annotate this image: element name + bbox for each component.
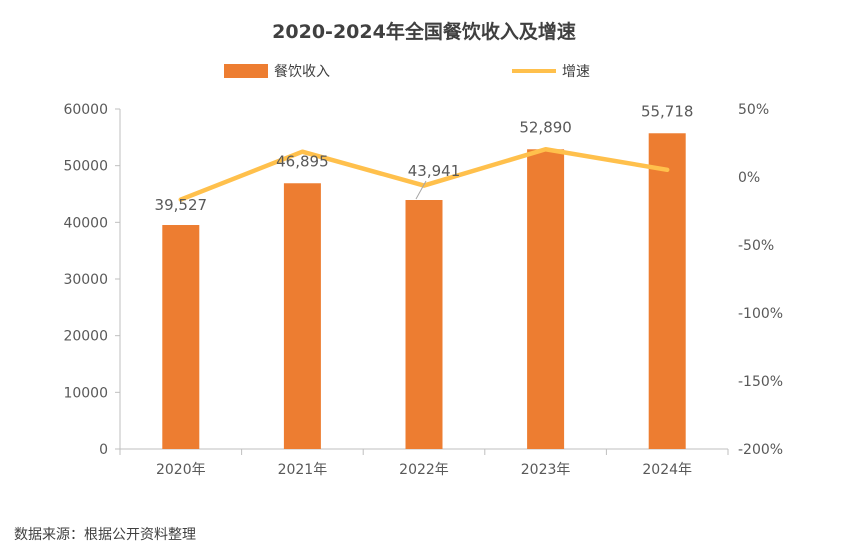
bar-data-labels: 39,527 46,895 43,941 52,890 55,718 bbox=[155, 102, 694, 214]
bar-data-label: 46,895 bbox=[276, 152, 329, 170]
legend-line-label: 增速 bbox=[562, 64, 590, 80]
chart-title: 2020-2024年全国餐饮收入及增速 bbox=[272, 20, 576, 43]
right-tick-label: -100% bbox=[738, 306, 783, 322]
x-tick-label: 2023年 bbox=[521, 462, 571, 478]
left-tick-label: 40000 bbox=[63, 215, 108, 231]
source-note: 数据来源：根据公开资料整理 bbox=[14, 527, 196, 543]
growth-point bbox=[179, 198, 183, 202]
bar bbox=[527, 149, 565, 450]
x-tick-label: 2021年 bbox=[278, 462, 328, 478]
leader-line bbox=[415, 180, 427, 200]
legend-bar-swatch bbox=[224, 64, 268, 78]
bar-data-label: 52,890 bbox=[519, 118, 572, 136]
x-tick-label: 2020年 bbox=[156, 462, 206, 478]
left-tick-label: 60000 bbox=[63, 102, 108, 118]
bar-data-label: 43,941 bbox=[408, 162, 461, 180]
right-tick-label: -50% bbox=[738, 238, 774, 254]
left-tick-label: 30000 bbox=[63, 272, 108, 288]
bar bbox=[162, 225, 200, 449]
bar bbox=[283, 183, 321, 450]
left-tick-label: 10000 bbox=[63, 385, 108, 401]
x-tick-label: 2022年 bbox=[399, 462, 449, 478]
growth-point bbox=[544, 147, 548, 151]
bar bbox=[405, 200, 443, 449]
left-axis: 0 10000 20000 30000 40000 50000 60000 bbox=[63, 102, 121, 458]
left-tick-label: 20000 bbox=[63, 329, 108, 345]
bar-series bbox=[162, 133, 686, 450]
right-tick-label: -200% bbox=[738, 442, 783, 458]
right-tick-label: 50% bbox=[738, 102, 769, 118]
legend-bar-label: 餐饮收入 bbox=[274, 64, 330, 80]
bar-data-label: 39,527 bbox=[155, 196, 208, 214]
growth-point bbox=[300, 150, 304, 154]
bar bbox=[648, 133, 686, 450]
x-axis: 2020年 2021年 2022年 2023年 2024年 bbox=[119, 448, 729, 478]
growth-point bbox=[665, 168, 669, 172]
right-tick-label: -150% bbox=[738, 374, 783, 390]
left-tick-label: 0 bbox=[99, 442, 108, 458]
bar-data-label: 55,718 bbox=[641, 102, 694, 120]
right-axis: -200% -150% -100% -50% 0% 50% bbox=[738, 102, 783, 458]
right-tick-label: 0% bbox=[738, 170, 760, 186]
x-tick-label: 2024年 bbox=[642, 462, 692, 478]
left-tick-label: 50000 bbox=[63, 159, 108, 175]
